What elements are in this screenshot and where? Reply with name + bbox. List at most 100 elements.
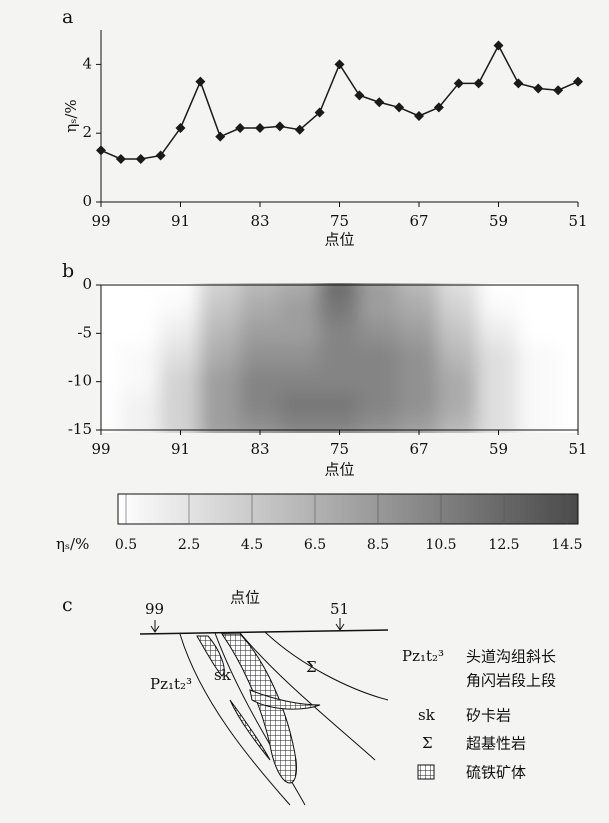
x-tick-label: 99 <box>91 440 110 458</box>
colorbar-tick-label: 12.5 <box>488 537 519 553</box>
heat-cell <box>478 369 520 395</box>
heat-cell <box>160 320 202 346</box>
heatmap-cells <box>80 272 599 443</box>
data-point <box>533 83 543 93</box>
data-point <box>195 77 205 87</box>
colorbar-tick-label: 8.5 <box>367 537 389 553</box>
heat-cell <box>478 393 520 419</box>
data-point <box>573 77 583 87</box>
heat-cell <box>517 296 559 322</box>
heat-cell <box>120 393 162 419</box>
heat-cell <box>478 296 520 322</box>
x-tick-label: 59 <box>489 440 508 458</box>
heat-cell <box>358 344 400 370</box>
heat-cell <box>239 296 281 322</box>
diagram-title: 点位 <box>230 589 260 607</box>
unit-label: Σ <box>306 658 317 676</box>
data-point <box>235 123 245 133</box>
data-point <box>275 121 285 131</box>
heat-cell <box>478 320 520 346</box>
panel-label: c <box>62 594 73 616</box>
heat-cell <box>239 320 281 346</box>
heat-cell <box>319 296 361 322</box>
heat-cell <box>279 344 321 370</box>
heat-cell <box>319 369 361 395</box>
page: {"chart_data": [ {"type": "line", "label… <box>0 0 609 823</box>
heat-cell <box>199 369 241 395</box>
heat-cell <box>319 344 361 370</box>
heat-cell <box>120 296 162 322</box>
heat-cell <box>438 369 480 395</box>
y-tick-label: 0 <box>82 192 92 210</box>
legend-symbol: sk <box>418 706 436 724</box>
data-point <box>136 154 146 164</box>
heat-cell <box>239 344 281 370</box>
heat-cell <box>398 320 440 346</box>
heat-cell <box>160 296 202 322</box>
data-point <box>176 123 186 133</box>
x-axis-label: 点位 <box>324 231 354 249</box>
x-tick-label: 67 <box>409 212 428 230</box>
y-tick-label: 0 <box>82 275 92 293</box>
y-tick-label: 2 <box>82 123 92 141</box>
data-point <box>394 102 404 112</box>
data-point <box>374 97 384 107</box>
heat-cell <box>358 393 400 419</box>
data-point <box>255 123 265 133</box>
heat-cell <box>120 320 162 346</box>
unit-label: Pz₁t₂³ <box>150 675 192 693</box>
data-point <box>553 85 563 95</box>
heat-cell <box>438 320 480 346</box>
figure: c 点位 99 51 Pz₁t₂³ sk Σ Pz₁t₂³ 头道沟组斜长 角闪岩… <box>0 0 609 823</box>
legend-text: 角闪岩段上段 <box>466 672 556 690</box>
heat-cell <box>438 296 480 322</box>
legend-symbol: Σ <box>422 734 433 752</box>
heat-cell <box>398 296 440 322</box>
heat-cell <box>199 393 241 419</box>
surface-line <box>140 630 388 634</box>
heat-cell <box>358 320 400 346</box>
heat-cell <box>279 369 321 395</box>
x-tick-label: 75 <box>330 440 349 458</box>
legend-text: 超基性岩 <box>466 735 526 753</box>
heat-cell <box>478 344 520 370</box>
colorbar-tick-label: 10.5 <box>425 537 456 553</box>
x-tick-label: 51 <box>568 440 587 458</box>
unit-label: sk <box>214 666 232 684</box>
legend-swatch <box>418 765 434 779</box>
colorbar <box>118 494 578 524</box>
geology-diagram: c 点位 99 51 Pz₁t₂³ sk Σ Pz₁t₂³ 头道沟组斜长 角闪岩… <box>62 589 556 806</box>
data-point <box>335 59 345 69</box>
data-point <box>414 111 424 121</box>
heat-cell <box>160 393 202 419</box>
x-tick-label: 75 <box>330 212 349 230</box>
legend-symbol: Pz₁t₂³ <box>402 647 444 665</box>
data-point <box>96 145 106 155</box>
colorbar-tick-label: 0.5 <box>115 537 137 553</box>
y-tick-label: -15 <box>68 420 92 438</box>
heat-cell <box>239 369 281 395</box>
data-point <box>215 132 225 142</box>
y-tick-label: 4 <box>82 54 92 72</box>
x-tick-label: 83 <box>250 440 269 458</box>
heat-cell <box>438 393 480 419</box>
x-tick-label: 67 <box>409 440 428 458</box>
heat-cell <box>279 296 321 322</box>
data-point <box>354 90 364 100</box>
x-tick-label: 83 <box>250 212 269 230</box>
legend-text: 头道沟组斜长 <box>466 648 556 666</box>
y-tick-label: -10 <box>68 372 92 390</box>
colorbar-tick-label: 4.5 <box>241 537 263 553</box>
x-tick-label: 91 <box>171 440 190 458</box>
heat-cell <box>517 344 559 370</box>
data-point <box>156 151 166 161</box>
arrow <box>151 618 344 632</box>
x-tick-label: 59 <box>489 212 508 230</box>
heat-cell <box>160 369 202 395</box>
data-point <box>116 154 126 164</box>
heat-cell <box>319 393 361 419</box>
heat-cell <box>517 320 559 346</box>
heat-cell <box>358 369 400 395</box>
panel-label: b <box>62 260 74 282</box>
heat-cell <box>120 344 162 370</box>
